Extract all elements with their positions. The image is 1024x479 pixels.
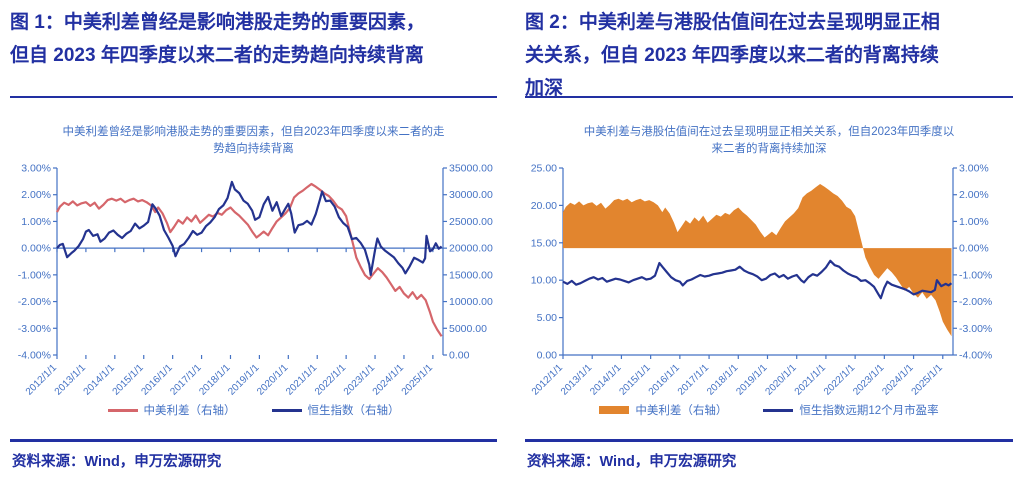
legend-label: 中美利差（右轴） xyxy=(635,405,728,417)
chart-2-legend: 中美利差（右轴） 恒生指数远期12个月市盈率 xyxy=(525,400,1013,420)
series-line-1 xyxy=(562,259,953,300)
y-axis-left-label: -2.00% xyxy=(18,296,51,308)
y-axis-right-label: -4.00% xyxy=(959,350,992,362)
caption-underline xyxy=(525,96,1013,98)
y-axis-right-label: 2.00% xyxy=(959,189,989,201)
y-axis-left-label: 1.00% xyxy=(21,216,51,228)
legend-swatch-spread-line xyxy=(107,408,138,412)
legend-label: 中美利差（右轴） xyxy=(143,405,236,417)
y-axis-right-label: 20000.00 xyxy=(449,243,493,255)
y-axis-left-label: 15.00 xyxy=(531,237,557,249)
y-axis-right-label: -3.00% xyxy=(959,323,992,335)
figure-1-caption: 图 1：中美利差曾经是影响港股走势的重要因素， 但自 2023 年四季度以来二者… xyxy=(10,6,497,72)
y-axis-right-label: 3.00% xyxy=(959,163,989,175)
chart-1-title: 中美利差曾经是影响港股走势的重要因素，但自2023年四季度以来二者的走 势趋向持… xyxy=(10,124,497,158)
legend-swatch-hsi-line xyxy=(271,408,302,412)
y-axis-left-label: -4.00% xyxy=(18,350,51,362)
legend-label: 恒生指数（右轴） xyxy=(307,405,400,417)
source-note: 资料来源：Wind，申万宏源研究 xyxy=(12,454,222,470)
figure-panel-2: 图 2：中美利差与港股估值间在过去呈现明显正相 关关系，但自 2023 年四季度… xyxy=(525,0,1013,479)
legend-item: 中美利差（右轴） xyxy=(599,402,727,418)
y-axis-right-label: 5000.00 xyxy=(449,323,487,335)
caption-underline xyxy=(10,96,497,98)
source-divider xyxy=(10,439,497,442)
figure-2-caption-line-2: 关关系，但自 2023 年四季度以来二者的背离持续 xyxy=(525,45,939,66)
y-axis-left-label: 0.00% xyxy=(21,243,51,255)
y-axis-right-label: -1.00% xyxy=(959,269,992,281)
figure-panel-1: 图 1：中美利差曾经是影响港股走势的重要因素， 但自 2023 年四季度以来二者… xyxy=(10,0,497,479)
y-axis-left-label: 20.00 xyxy=(531,200,557,212)
y-axis-right-label: 15000.00 xyxy=(449,269,493,281)
y-axis-left-label: 5.00 xyxy=(537,312,558,324)
legend-item: 恒生指数（右轴） xyxy=(271,402,400,418)
legend-label: 恒生指数远期12个月市盈率 xyxy=(799,405,939,417)
y-axis-left-label: 2.00% xyxy=(21,189,51,201)
source-divider xyxy=(525,439,1013,442)
chart-1-legend: 中美利差（右轴） 恒生指数（右轴） xyxy=(10,400,497,420)
chart-2-canvas: 25.00 20.00 15.00 10.00 5.00 0.00 3.00% 2.00% 1.… xyxy=(530,163,992,398)
chart-2-title: 中美利差与港股估值间在过去呈现明显正相关关系，但自2023年四季度以 来二者的背… xyxy=(525,124,1013,158)
chart-1-title-line-2: 势趋向持续背离 xyxy=(213,143,294,155)
legend-item: 恒生指数远期12个月市盈率 xyxy=(763,402,939,418)
y-axis-left-label: 0.00 xyxy=(537,350,558,362)
legend-swatch-spread-area xyxy=(599,406,630,414)
chart-1-canvas: 3.00% 2.00% 1.00% 0.00% -1.00% -2.00% -3.00% -4… xyxy=(18,163,493,398)
figure-2-caption-line-3: 加深 xyxy=(525,78,564,99)
figure-2-caption: 图 2：中美利差与港股估值间在过去呈现明显正相 关关系，但自 2023 年四季度… xyxy=(525,6,1013,105)
y-axis-right-label: 10000.00 xyxy=(449,296,493,308)
chart-2-title-line-1: 中美利差与港股估值间在过去呈现明显正相关关系，但自2023年四季度以 xyxy=(583,126,955,138)
x-axis-label: 2025/1/1 xyxy=(910,362,946,398)
y-axis-left-label: 25.00 xyxy=(531,163,557,175)
y-axis-right-label: 0.00 xyxy=(449,350,470,362)
y-axis-right-label: 35000.00 xyxy=(449,163,493,175)
legend-swatch-pe-line xyxy=(763,408,794,412)
y-axis-left-label: -3.00% xyxy=(18,323,51,335)
y-axis-right-label: 0.00% xyxy=(959,243,989,255)
y-axis-right-label: -2.00% xyxy=(959,296,992,308)
figure-1-caption-line-2: 但自 2023 年四季度以来二者的走势趋向持续背离 xyxy=(10,45,424,66)
series-line-0 xyxy=(56,182,443,337)
y-axis-right-label: 1.00% xyxy=(959,216,989,228)
series-area-0 xyxy=(563,184,952,337)
source-note: 资料来源：Wind，申万宏源研究 xyxy=(527,454,737,470)
legend-item: 中美利差（右轴） xyxy=(107,402,236,418)
figure-1-caption-line-1: 图 1：中美利差曾经是影响港股走势的重要因素， xyxy=(10,12,425,33)
series-line-1 xyxy=(56,180,443,277)
chart-2-title-line-2: 来二者的背离持续加深 xyxy=(711,143,827,155)
figure-2-caption-line-1: 图 2：中美利差与港股估值间在过去呈现明显正相 xyxy=(525,12,940,33)
y-axis-left-label: 3.00% xyxy=(21,163,51,175)
x-axis-label: 2025/1/1 xyxy=(400,362,436,398)
chart-1-title-line-1: 中美利差曾经是影响港股走势的重要因素，但自2023年四季度以来二者的走 xyxy=(62,126,445,138)
y-axis-left-label: 10.00 xyxy=(531,275,557,287)
y-axis-right-label: 25000.00 xyxy=(449,216,493,228)
y-axis-right-label: 30000.00 xyxy=(449,189,493,201)
y-axis-left-label: -1.00% xyxy=(18,269,51,281)
